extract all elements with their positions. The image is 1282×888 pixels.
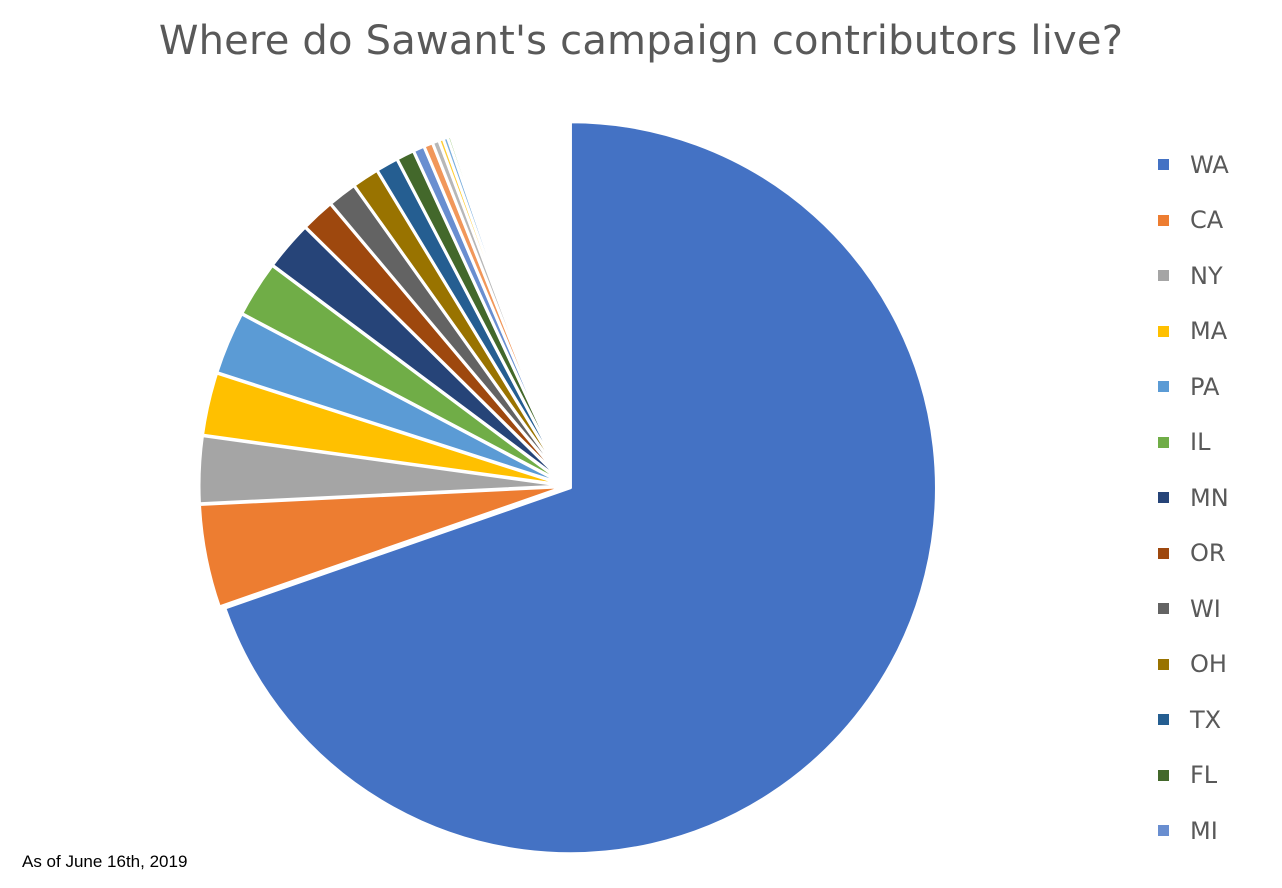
legend-item-wi: WI <box>1158 581 1229 637</box>
pie-slice-wa <box>223 120 938 856</box>
legend-swatch <box>1158 436 1169 448</box>
legend-label: WA <box>1190 150 1229 179</box>
legend-item-tx: TX <box>1158 692 1229 748</box>
legend-label: OH <box>1190 650 1227 679</box>
legend-item-fl: FL <box>1158 748 1229 804</box>
legend-label: MI <box>1190 816 1218 845</box>
legend-item-oh: OH <box>1158 637 1229 693</box>
footnote: As of June 16th, 2019 <box>22 852 188 871</box>
legend-swatch <box>1158 769 1169 781</box>
legend-item-mi: MI <box>1158 803 1229 859</box>
legend-item-il: IL <box>1158 415 1229 471</box>
legend-item-or: OR <box>1158 526 1229 582</box>
legend-item-mn: MN <box>1158 470 1229 526</box>
legend-label: CA <box>1190 206 1224 235</box>
legend-swatch <box>1158 325 1169 337</box>
legend-item-ny: NY <box>1158 248 1229 304</box>
legend-swatch <box>1158 381 1169 393</box>
legend-label: TX <box>1190 705 1222 734</box>
legend-label: IL <box>1190 428 1211 457</box>
legend-label: MA <box>1190 317 1228 346</box>
legend-swatch <box>1158 270 1169 282</box>
pie-slice-other-21 <box>455 132 569 485</box>
legend-swatch <box>1158 658 1169 670</box>
legend-label: WI <box>1190 594 1221 623</box>
legend-swatch <box>1158 492 1169 504</box>
legend-swatch <box>1158 603 1169 615</box>
legend-item-pa: PA <box>1158 359 1229 415</box>
legend-item-wa: WA <box>1158 137 1229 193</box>
legend-item-ca: CA <box>1158 193 1229 249</box>
legend-label: OR <box>1190 539 1226 568</box>
legend-swatch <box>1158 714 1169 726</box>
legend: WA CA NY MA PA IL MN OR WI OH TX FL MI <box>1158 137 1229 859</box>
legend-item-ma: MA <box>1158 304 1229 360</box>
legend-label: NY <box>1190 261 1223 290</box>
legend-swatch <box>1158 547 1169 559</box>
legend-swatch <box>1158 825 1169 837</box>
legend-swatch <box>1158 159 1169 171</box>
chart-title: Where do Sawant's campaign contributors … <box>158 18 1124 64</box>
legend-label: PA <box>1190 372 1220 401</box>
legend-swatch <box>1158 214 1169 226</box>
legend-label: MN <box>1190 483 1229 512</box>
legend-label: FL <box>1190 761 1218 790</box>
